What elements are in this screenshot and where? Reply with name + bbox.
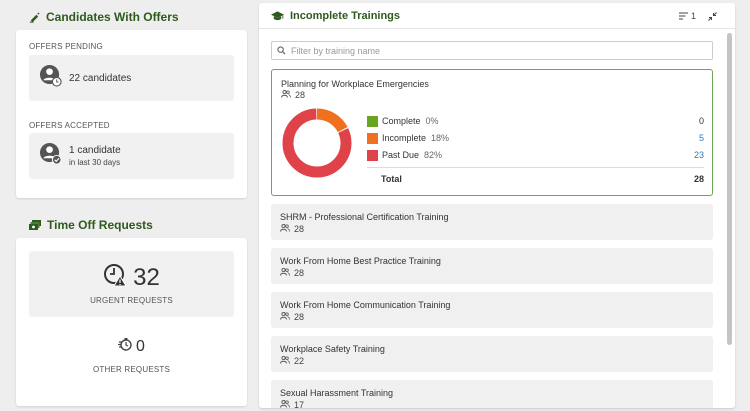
- avatar-clock-icon: [39, 64, 62, 92]
- avatar-check-icon: [39, 142, 62, 170]
- training-item-name: Workplace Safety Training: [280, 344, 385, 354]
- legend-past-due-value[interactable]: 23: [693, 150, 704, 160]
- training-item-count-value: 17: [294, 400, 305, 408]
- scrollbar[interactable]: [727, 33, 732, 345]
- total-row: Total 28: [381, 174, 704, 184]
- urgent-requests-box[interactable]: 32 URGENT REQUESTS: [29, 251, 234, 317]
- training-item-name: Sexual Harassment Training: [280, 388, 394, 398]
- legend-past-due-pct: 82%: [424, 150, 443, 160]
- legend-complete-label: Complete: [382, 116, 421, 126]
- people-icon: [280, 223, 290, 234]
- sort-count: 1: [690, 11, 696, 21]
- legend-incomplete-swatch: [367, 132, 378, 144]
- training-item-count: 28: [280, 267, 305, 278]
- legend-complete-pct: 0%: [425, 116, 439, 126]
- offers-accepted-text: 1 candidate: [69, 145, 121, 156]
- legend-incomplete: Incomplete 18% 5: [367, 131, 704, 145]
- donut-slice-incomplete[interactable]: [282, 108, 352, 178]
- legend-past-due-label: Past Due: [382, 150, 420, 160]
- training-item-count: 28: [280, 311, 305, 322]
- training-count-value: 28: [295, 90, 306, 100]
- legend-incomplete-pct: 18%: [431, 133, 450, 143]
- donut-chart: [282, 108, 352, 178]
- people-icon: [281, 89, 291, 100]
- time-off-card: 32 URGENT REQUESTS 0 OTHER REQUESTS: [16, 238, 247, 406]
- training-item[interactable]: Sexual Harassment Training 17: [271, 380, 713, 408]
- trainings-title: Incomplete Trainings: [271, 10, 400, 22]
- clock-alert-icon: [103, 263, 128, 292]
- people-icon: [280, 267, 290, 278]
- graduation-cap-icon: [271, 11, 284, 21]
- offers-accepted-label: OFFERS ACCEPTED: [29, 121, 110, 130]
- legend-complete-value: 0: [698, 116, 704, 126]
- legend-incomplete-value[interactable]: 5: [698, 133, 704, 143]
- training-item-count-value: 28: [294, 312, 305, 322]
- legend-divider: [367, 167, 704, 168]
- legend-complete-swatch: [367, 115, 378, 127]
- training-filter[interactable]: [271, 41, 713, 60]
- other-requests-label: OTHER REQUESTS: [92, 365, 171, 374]
- people-icon: [280, 355, 290, 366]
- other-requests-box[interactable]: 0 OTHER REQUESTS: [29, 338, 234, 382]
- total-label: Total: [381, 174, 402, 184]
- training-item-name: Work From Home Communication Training: [280, 300, 451, 310]
- people-icon: [280, 311, 290, 322]
- training-item-count: 22: [280, 355, 305, 366]
- training-item[interactable]: SHRM - Professional Certification Traini…: [271, 204, 713, 240]
- offers-pending-label: OFFERS PENDING: [29, 42, 103, 51]
- time-off-title-text: Time Off Requests: [47, 218, 153, 232]
- timer-icon: [118, 338, 132, 356]
- sort-list-icon[interactable]: 1: [678, 11, 696, 21]
- offers-accepted-box[interactable]: 1 candidate in last 30 days: [29, 133, 234, 179]
- training-item-name: SHRM - Professional Certification Traini…: [280, 212, 449, 222]
- trainings-title-text: Incomplete Trainings: [290, 10, 401, 22]
- other-requests-count: 0: [136, 338, 145, 355]
- legend-complete: Complete 0% 0: [367, 114, 704, 128]
- donut-slice-past-due[interactable]: [282, 108, 352, 178]
- training-item[interactable]: Workplace Safety Training 22: [271, 336, 713, 372]
- legend-past-due-swatch: [367, 149, 378, 161]
- training-item[interactable]: Work From Home Best Practice Training 28: [271, 248, 713, 284]
- training-item-name: Work From Home Best Practice Training: [280, 256, 441, 266]
- legend-past-due: Past Due 82% 23: [367, 148, 704, 162]
- training-count: 28: [281, 89, 306, 100]
- urgent-requests-count: 32: [133, 263, 160, 291]
- offers-pending-box[interactable]: 22 candidates: [29, 55, 234, 101]
- total-value: 28: [693, 174, 704, 184]
- search-icon: [277, 42, 286, 60]
- training-item-count-value: 28: [294, 224, 305, 234]
- candidates-card: OFFERS PENDING 22 candidates OFFERS ACCE…: [16, 30, 247, 198]
- legend-incomplete-label: Incomplete: [382, 133, 427, 143]
- edit-check-icon: [29, 11, 40, 23]
- training-item-count-value: 22: [294, 356, 305, 366]
- training-item-count-value: 28: [294, 268, 305, 278]
- training-filter-input[interactable]: [291, 45, 691, 56]
- money-icon: [29, 220, 41, 230]
- collapse-icon[interactable]: [708, 11, 717, 21]
- candidates-title-text: Candidates With Offers: [46, 10, 179, 24]
- training-item-count: 17: [280, 399, 305, 408]
- panel-header: Incomplete Trainings 1: [259, 3, 735, 29]
- candidates-title: Candidates With Offers: [29, 10, 179, 24]
- time-off-title: Time Off Requests: [29, 218, 153, 232]
- urgent-requests-label: URGENT REQUESTS: [90, 296, 173, 305]
- training-expanded[interactable]: Planning for Workplace Emergencies 28 Co…: [271, 69, 713, 196]
- training-name: Planning for Workplace Emergencies: [281, 79, 429, 89]
- training-item[interactable]: Work From Home Communication Training 28: [271, 292, 713, 328]
- incomplete-trainings-panel: Incomplete Trainings 1 Planning for Work…: [259, 3, 735, 408]
- offers-accepted-sub: in last 30 days: [69, 158, 121, 167]
- training-item-count: 28: [280, 223, 305, 234]
- people-icon: [280, 399, 290, 408]
- offers-pending-text: 22 candidates: [69, 72, 132, 84]
